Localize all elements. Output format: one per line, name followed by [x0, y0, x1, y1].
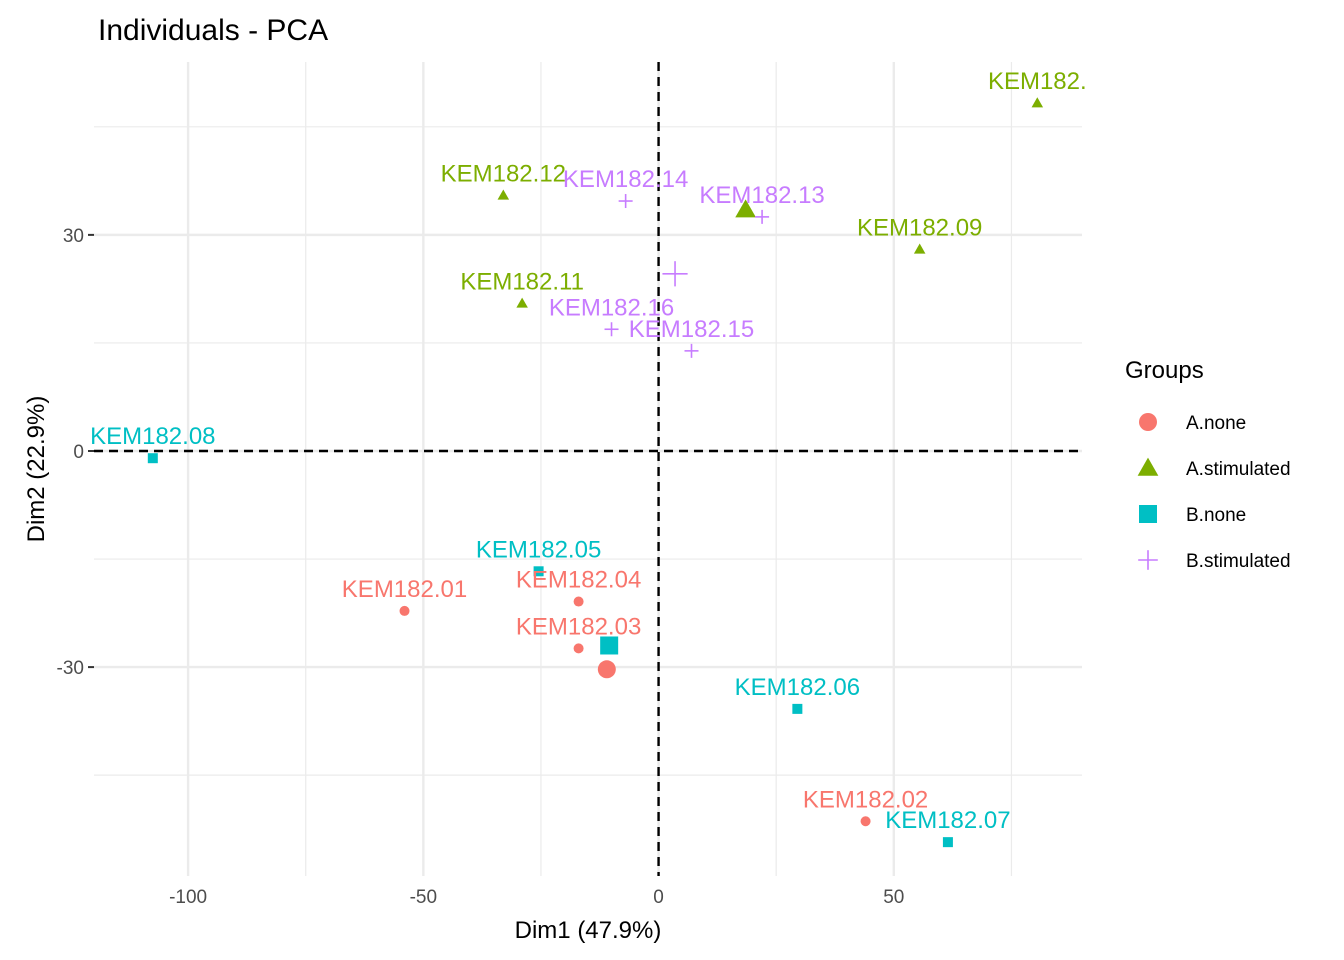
point-label: KEM182.	[988, 68, 1087, 95]
point-label: KEM182.01	[342, 576, 467, 603]
point-label: KEM182.06	[735, 674, 860, 701]
data-point	[573, 643, 584, 654]
legend-title: Groups	[1125, 357, 1204, 384]
x-axis-title: Dim1 (47.9%)	[515, 917, 662, 944]
data-point	[860, 816, 871, 827]
reference-lines	[94, 62, 1082, 876]
group-centroid	[600, 636, 619, 655]
point-label: KEM182.16	[549, 294, 674, 321]
data-point	[618, 194, 633, 209]
y-tick-label: 30	[63, 226, 84, 247]
group-centroid	[597, 660, 616, 679]
x-tick-label: 50	[883, 887, 904, 908]
data-point	[1031, 97, 1044, 108]
legend-label: B.none	[1186, 505, 1246, 526]
data-point	[497, 189, 510, 200]
data-point	[516, 297, 528, 308]
legend: Groups A.none A.stimulated B.none B.stimula…	[1125, 357, 1291, 572]
point-label: KEM182.15	[629, 316, 754, 343]
data-point	[533, 566, 544, 577]
point-labels: KEM182.01 KEM182.04KEM182.03KEM182.02KEM1…	[90, 68, 1087, 834]
data-point	[942, 837, 953, 848]
data-point	[755, 209, 770, 224]
group-centroid	[735, 199, 756, 218]
legend-key	[1139, 413, 1157, 431]
legend-key	[1137, 457, 1159, 476]
legend-label: B.stimulated	[1186, 551, 1291, 572]
point-label: KEM182.07	[885, 807, 1010, 834]
point-label: KEM182.14	[563, 166, 688, 193]
legend-label: A.stimulated	[1186, 459, 1291, 480]
x-tick-label: 0	[653, 887, 664, 908]
data-point	[399, 605, 410, 616]
point-label: KEM182.04	[516, 567, 641, 594]
y-tick-label: -30	[57, 658, 84, 679]
legend-label: A.none	[1186, 413, 1246, 434]
x-tick-label: -50	[410, 887, 437, 908]
data-point	[684, 343, 699, 358]
legend-key	[1138, 550, 1158, 570]
point-label: KEM182.11	[460, 268, 584, 295]
point-label: KEM182.08	[90, 423, 215, 450]
point-label: KEM182.05	[476, 536, 601, 563]
group-centroid	[662, 261, 688, 287]
point-label: KEM182.09	[857, 214, 982, 241]
point-label: KEM182.13	[699, 182, 824, 209]
x-tick-label: -100	[169, 887, 207, 908]
data-point	[913, 243, 926, 254]
y-tick-label: 0	[73, 442, 84, 463]
points	[147, 97, 1044, 848]
legend-key	[1139, 505, 1157, 523]
point-label: KEM182.12	[441, 160, 566, 187]
data-point	[147, 453, 158, 464]
data-point	[604, 322, 619, 337]
data-point	[573, 596, 584, 607]
point-label: KEM182.03	[516, 613, 641, 640]
data-point	[792, 703, 803, 714]
point-label: KEM182.02	[803, 786, 928, 813]
y-axis-title: Dim2 (22.9%)	[23, 396, 50, 543]
axis-ticks: -100 -50 0 50 -30 0 30	[57, 226, 905, 908]
chart-title: Individuals - PCA	[98, 14, 328, 47]
